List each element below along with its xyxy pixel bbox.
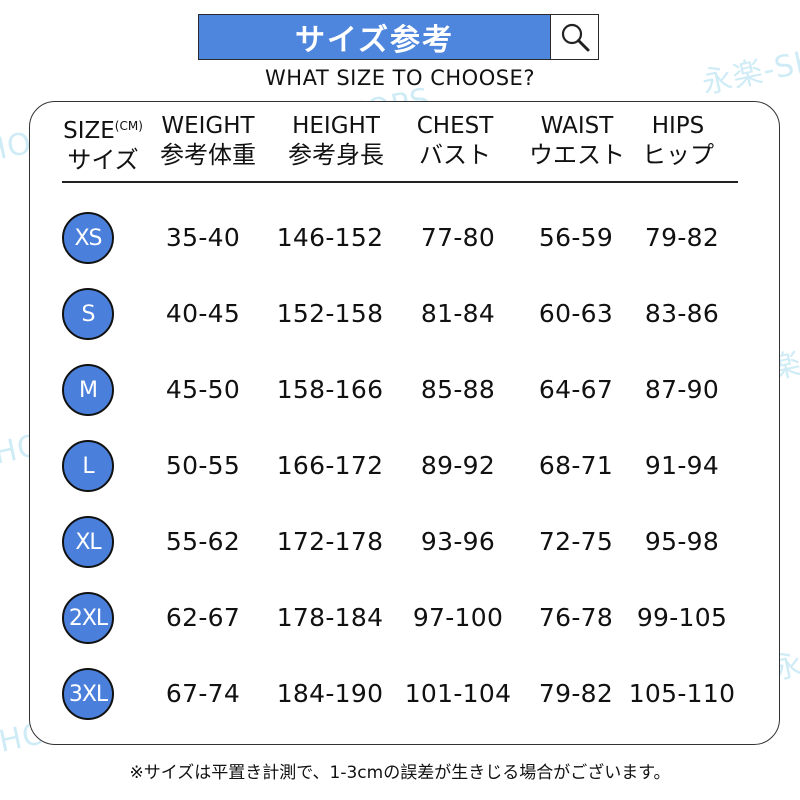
- size-badge: L: [62, 440, 114, 492]
- waist-cell: 68-71: [538, 451, 614, 480]
- table-row: M 45-50 158-166 85-88 64-67 87-90: [0, 362, 800, 422]
- column-header-en: WEIGHT: [161, 113, 255, 139]
- weight-cell: 67-74: [165, 679, 241, 708]
- hips-cell: 79-82: [644, 223, 720, 252]
- column-header-height: HEIGHT 参考身長: [276, 112, 396, 170]
- size-chart-card: [29, 101, 780, 745]
- column-header-hips: HIPS ヒップ: [632, 112, 724, 170]
- table-row: S 40-45 152-158 81-84 60-63 83-86: [0, 286, 800, 346]
- weight-cell: 35-40: [165, 223, 241, 252]
- height-cell: 172-178: [276, 527, 384, 556]
- column-header-en: CHEST: [416, 113, 494, 139]
- watermark: 永楽-SHOPS: [699, 29, 800, 102]
- table-row: 2XL 62-67 178-184 97-100 76-78 99-105: [0, 590, 800, 650]
- hips-cell: 105-110: [628, 679, 736, 708]
- height-cell: 178-184: [276, 603, 384, 632]
- column-header-size: SIZE(CM) サイズ: [56, 112, 150, 175]
- chest-cell: 85-88: [420, 375, 496, 404]
- column-header-jp: ヒップ: [642, 141, 714, 169]
- chest-cell: 81-84: [420, 299, 496, 328]
- waist-cell: 76-78: [538, 603, 614, 632]
- waist-cell: 64-67: [538, 375, 614, 404]
- size-badge: XS: [62, 212, 114, 264]
- search-icon: [561, 23, 589, 52]
- column-header-unit: (CM): [114, 119, 143, 133]
- column-header-jp: 参考体重: [160, 141, 256, 169]
- column-header-jp: 参考身長: [288, 141, 384, 169]
- table-row: L 50-55 166-172 89-92 68-71 91-94: [0, 438, 800, 498]
- waist-cell: 60-63: [538, 299, 614, 328]
- header-divider: [62, 181, 738, 183]
- column-header-waist: WAIST ウエスト: [522, 112, 632, 170]
- chest-cell: 97-100: [412, 603, 504, 632]
- height-cell: 146-152: [276, 223, 384, 252]
- column-header-chest: CHEST バスト: [405, 112, 505, 170]
- waist-cell: 72-75: [538, 527, 614, 556]
- column-header-jp: ウエスト: [529, 141, 625, 169]
- size-badge: 2XL: [62, 592, 114, 644]
- hips-cell: 87-90: [644, 375, 720, 404]
- hips-cell: 95-98: [644, 527, 720, 556]
- weight-cell: 40-45: [165, 299, 241, 328]
- size-badge: M: [62, 364, 114, 416]
- table-row: XL 55-62 172-178 93-96 72-75 95-98: [0, 514, 800, 574]
- column-header-jp: バスト: [419, 141, 491, 169]
- chest-cell: 93-96: [420, 527, 496, 556]
- search-button[interactable]: [551, 14, 599, 60]
- hips-cell: 91-94: [644, 451, 720, 480]
- measurement-note: ※サイズは平置き計測で、1-3cmの誤差が生きじる場合がございます。: [129, 763, 671, 783]
- weight-cell: 62-67: [165, 603, 241, 632]
- page-title: サイズ参考: [198, 14, 551, 60]
- height-cell: 184-190: [276, 679, 384, 708]
- chest-cell: 77-80: [420, 223, 496, 252]
- height-cell: 152-158: [276, 299, 384, 328]
- size-badge: XL: [62, 516, 114, 568]
- column-header-en: HIPS: [651, 113, 705, 139]
- column-header-en: WAIST: [540, 113, 614, 139]
- waist-cell: 56-59: [538, 223, 614, 252]
- waist-cell: 79-82: [538, 679, 614, 708]
- weight-cell: 45-50: [165, 375, 241, 404]
- page-subtitle: WHAT SIZE TO CHOOSE?: [265, 66, 535, 90]
- page-title-text: サイズ参考: [294, 23, 455, 58]
- column-header-en: SIZE: [63, 118, 115, 144]
- height-cell: 158-166: [276, 375, 384, 404]
- table-row: XS 35-40 146-152 77-80 56-59 79-82: [0, 210, 800, 270]
- column-header-weight: WEIGHT 参考体重: [148, 112, 268, 170]
- chest-cell: 89-92: [420, 451, 496, 480]
- column-header-en: HEIGHT: [292, 113, 380, 139]
- table-row: 3XL 67-74 184-190 101-104 79-82 105-110: [0, 666, 800, 726]
- height-cell: 166-172: [276, 451, 384, 480]
- hips-cell: 83-86: [644, 299, 720, 328]
- weight-cell: 50-55: [165, 451, 241, 480]
- size-badge: 3XL: [62, 668, 114, 720]
- hips-cell: 99-105: [636, 603, 728, 632]
- weight-cell: 55-62: [165, 527, 241, 556]
- chest-cell: 101-104: [404, 679, 512, 708]
- column-header-jp: サイズ: [67, 146, 139, 174]
- size-badge: S: [62, 288, 114, 340]
